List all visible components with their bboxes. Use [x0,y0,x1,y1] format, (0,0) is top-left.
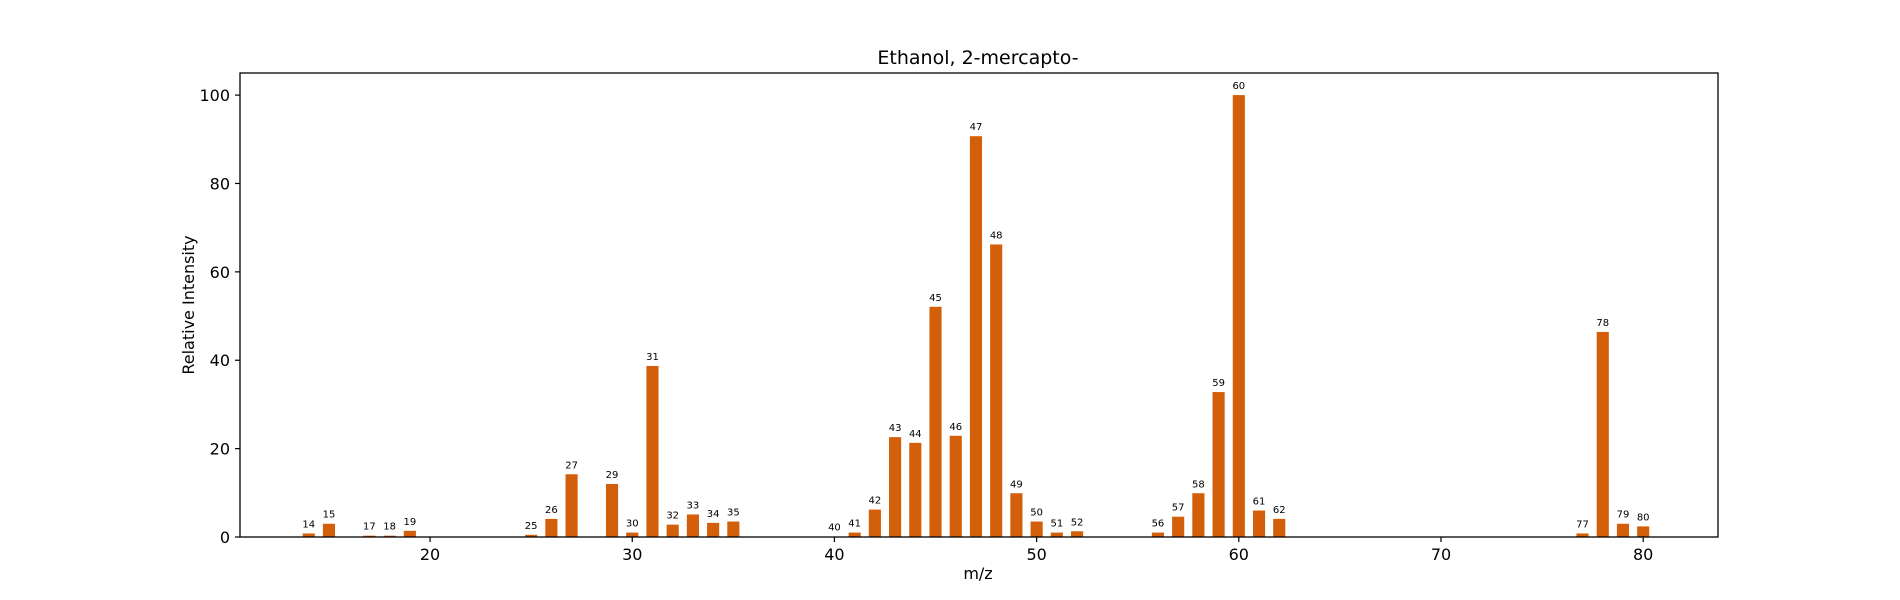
y-tick-label: 40 [210,351,230,370]
bar-label-62: 62 [1273,505,1286,516]
bar-mz-31 [646,365,659,537]
bar-mz-34 [707,522,720,537]
bar-mz-44 [909,442,922,537]
bar-mz-57 [1172,516,1185,537]
bar-mz-32 [666,524,679,537]
bar-mz-25 [525,534,538,537]
bar-label-15: 15 [323,510,336,521]
bar-label-35: 35 [727,508,740,519]
bar-label-27: 27 [565,460,578,471]
bar-mz-61 [1252,510,1266,537]
bar-mz-47 [969,136,983,537]
bar-mz-14 [302,533,315,537]
y-tick-label: 0 [220,528,230,547]
y-tick-label: 80 [210,174,230,193]
bar-mz-56 [1151,532,1164,537]
bar-label-43: 43 [889,423,902,434]
x-tick-label: 50 [1026,545,1046,564]
bar-label-52: 52 [1071,517,1084,528]
bar-mz-52 [1071,531,1084,537]
y-tick-label: 60 [210,263,230,282]
bar-mz-29 [605,483,619,537]
x-tick-label: 20 [420,545,440,564]
bar-series [302,95,1650,537]
bar-label-44: 44 [909,429,922,440]
bar-label-50: 50 [1030,508,1043,519]
bar-label-45: 45 [929,293,942,304]
y-axis-ticks: 0 20 40 60 80 100 [199,86,240,547]
bar-label-30: 30 [626,519,639,530]
bar-mz-60 [1232,95,1245,537]
bar-label-58: 58 [1192,479,1205,490]
y-tick-label: 20 [210,440,230,459]
bar-mz-42 [868,509,881,537]
bar-label-48: 48 [990,230,1003,241]
bar-mz-27 [565,474,578,537]
bar-mz-48 [990,244,1003,537]
bar-mz-30 [626,532,639,537]
bar-mz-17 [363,535,376,537]
bar-label-34: 34 [707,509,720,520]
bar-mz-35 [727,521,740,537]
bar-mz-33 [686,514,699,537]
x-axis-ticks: 20 30 40 50 60 70 80 [420,537,1653,564]
bar-label-77: 77 [1576,519,1589,530]
bar-label-61: 61 [1253,496,1266,507]
bar-mz-80 [1637,526,1650,537]
bar-label-78: 78 [1596,318,1609,329]
bar-mz-78 [1596,331,1609,537]
bar-label-31: 31 [646,352,659,363]
x-tick-label: 70 [1431,545,1451,564]
bar-mz-77 [1576,533,1589,537]
x-tick-label: 80 [1633,545,1653,564]
bar-mz-19 [403,530,416,537]
bar-label-14: 14 [302,519,315,530]
x-tick-label: 40 [824,545,844,564]
bar-label-60: 60 [1232,81,1245,92]
y-axis-label: Relative Intensity [179,235,198,374]
bar-mz-18 [383,535,396,537]
plot-frame [239,72,1719,538]
bar-mz-43 [889,437,902,537]
bar-mz-62 [1273,518,1286,537]
bar-label-51: 51 [1050,519,1063,530]
bar-label-59: 59 [1212,378,1225,389]
bar-label-19: 19 [403,517,416,528]
bar-label-79: 79 [1617,510,1630,521]
bar-label-17: 17 [363,522,376,533]
bar-mz-49 [1010,493,1023,537]
bar-mz-45 [929,306,942,537]
bar-label-57: 57 [1172,503,1185,514]
bar-label-49: 49 [1010,479,1023,490]
bar-label-32: 32 [666,511,679,522]
bar-label-80: 80 [1637,512,1650,523]
bar-mz-15 [322,523,336,537]
y-tick-label: 100 [199,86,230,105]
bar-mz-41 [848,532,861,537]
bar-mz-58 [1192,493,1205,537]
bar-labels: 14 15 17 18 19 25 26 27 29 30 31 32 33 34 35 40 41 42 43 44… [302,81,1649,533]
bar-label-18: 18 [383,522,396,533]
bar-label-25: 25 [525,521,538,532]
bar-mz-79 [1616,523,1630,537]
bar-label-56: 56 [1152,519,1165,530]
x-tick-label: 30 [622,545,642,564]
bar-mz-46 [949,435,962,537]
chart-title: Ethanol, 2-mercapto- [877,47,1078,69]
bar-mz-51 [1050,532,1063,537]
bar-mz-59 [1212,392,1225,537]
bar-label-42: 42 [869,496,882,507]
bar-label-29: 29 [606,470,619,481]
bar-label-46: 46 [949,422,962,433]
bar-label-26: 26 [545,505,558,516]
x-tick-label: 60 [1229,545,1249,564]
bar-label-47: 47 [970,122,983,133]
x-axis-label: m/z [963,564,992,583]
bar-mz-50 [1030,521,1043,537]
bar-label-41: 41 [848,519,861,530]
bar-label-40: 40 [828,523,841,534]
bar-label-33: 33 [687,500,700,511]
bar-mz-26 [545,518,558,537]
